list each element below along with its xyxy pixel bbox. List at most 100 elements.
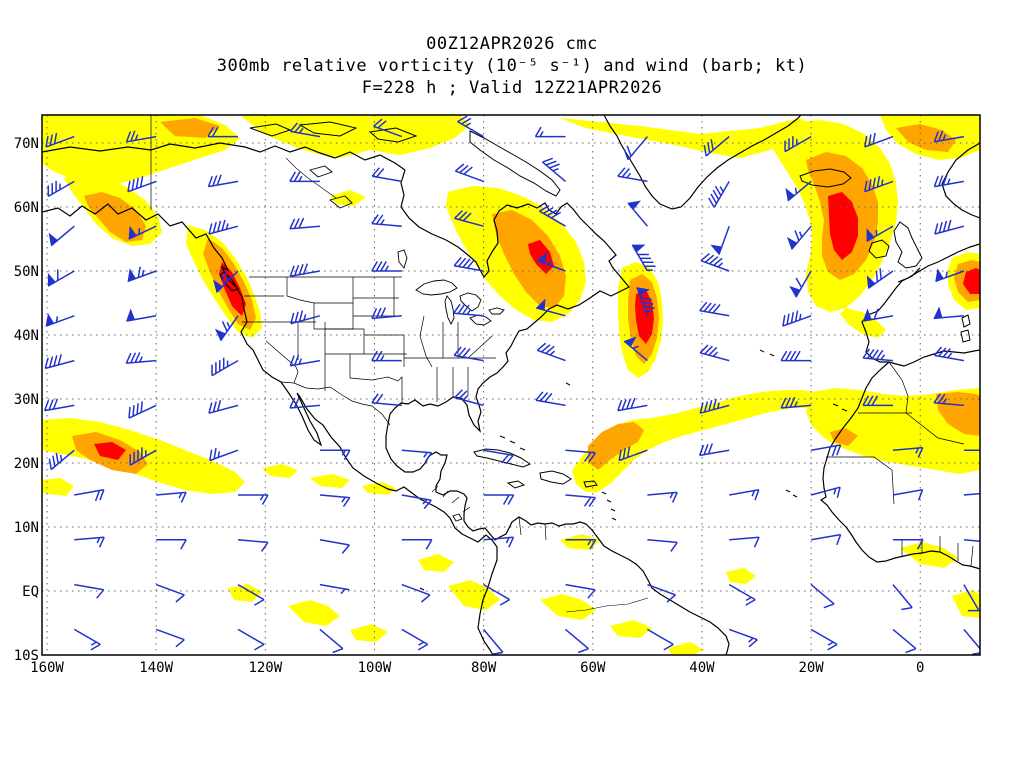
wind-barb (125, 308, 157, 322)
grid-lines (42, 115, 980, 655)
wind-barb (290, 310, 321, 325)
wind-barb (125, 130, 157, 143)
wind-barb (238, 494, 269, 505)
wind-barb (483, 628, 504, 655)
wind-barb (565, 494, 597, 508)
lat-axis-label: 10S (14, 648, 39, 664)
wind-barb (866, 225, 894, 242)
wind-barb (237, 539, 269, 552)
lon-axis-label: 140W (139, 660, 173, 676)
wind-barb (729, 536, 760, 548)
wind-barb (289, 217, 320, 230)
wind-barb (74, 583, 105, 599)
wind-barb (73, 628, 101, 651)
wind-barb (933, 306, 964, 320)
wind-barb (44, 354, 75, 370)
wind-barb (934, 219, 965, 235)
wind-barb (892, 584, 913, 611)
wind-barb (128, 225, 157, 240)
wind-barb (710, 225, 730, 256)
wind-barb (319, 583, 350, 595)
wind-barb (565, 583, 596, 599)
wind-barb (782, 310, 812, 327)
wind-barb (810, 628, 838, 651)
wind-barb (780, 396, 812, 409)
wind-barb (319, 494, 351, 508)
wind-barb (155, 628, 185, 648)
wind-barb (211, 357, 239, 377)
wind-barb (373, 118, 403, 138)
wind-barb (371, 214, 402, 227)
lon-axis-label: 120W (248, 660, 282, 676)
lat-axis-label: 60N (14, 200, 39, 216)
wind-barb (618, 446, 648, 462)
wind-barb (207, 126, 238, 138)
lat-axis-label: 30N (14, 392, 39, 408)
wind-barb (700, 253, 730, 272)
wind-barb (208, 400, 239, 414)
lon-axis-label: 160W (30, 660, 64, 676)
wind-barb (647, 583, 676, 603)
wind-barb (208, 219, 239, 235)
wind-barbs (43, 115, 980, 655)
lon-axis-label: 40W (689, 660, 715, 676)
wind-barb (371, 307, 402, 320)
lon-axis-label: 100W (358, 660, 392, 676)
wind-barb (729, 489, 760, 501)
wind-barb (289, 397, 320, 409)
wind-barb (74, 536, 105, 548)
wind-barb (483, 583, 510, 606)
wind-barb (963, 449, 980, 451)
lon-axis-label: 60W (580, 660, 606, 676)
wind-barb (728, 628, 758, 648)
chart-title-block: 00Z12APR2026 cmc 300mb relative vorticit… (0, 33, 1024, 99)
wind-barb (401, 449, 433, 463)
wind-barb (207, 174, 239, 188)
chart-title-line3: F=228 h ; Valid 12Z21APR2026 (361, 78, 663, 98)
wind-barb (542, 157, 566, 182)
wind-barb (862, 348, 894, 362)
wind-barb (289, 354, 321, 367)
wind-barb (810, 486, 841, 498)
wind-barb (535, 298, 566, 317)
wind-barb (785, 180, 812, 202)
wind-barb (699, 301, 730, 317)
wind-barb (48, 449, 75, 471)
wind-barb (933, 393, 964, 407)
wind-barb (43, 398, 75, 412)
wind-barb (789, 270, 812, 298)
wind-barb (963, 492, 980, 496)
wind-barb (289, 263, 321, 277)
wind-barb (933, 174, 965, 188)
wind-barb (810, 584, 835, 609)
wind-barb (935, 268, 965, 283)
wind-barb (565, 539, 597, 550)
wind-barb (125, 352, 157, 364)
wind-barb (457, 115, 484, 138)
wind-barb (483, 449, 514, 465)
wind-barb (703, 136, 730, 157)
wind-barb (810, 533, 842, 546)
wind-barb (74, 489, 105, 502)
wind-barb (647, 491, 678, 503)
wind-barb (45, 313, 75, 327)
wind-barb (892, 628, 917, 654)
wind-barb (401, 494, 432, 510)
wind-barb (862, 395, 893, 407)
wind-barb (454, 389, 484, 407)
wind-barb (45, 132, 75, 148)
wind-barb (963, 584, 980, 612)
wind-barb (647, 539, 678, 552)
chart-title-line1: 00Z12APR2026 cmc (426, 34, 598, 54)
wind-barb (623, 336, 648, 362)
wind-barb (401, 539, 433, 550)
wind-barb (864, 176, 894, 193)
wind-barb (535, 391, 566, 407)
wind-barb (539, 205, 566, 227)
wind-barb (892, 446, 924, 458)
wind-barb (892, 489, 924, 501)
wind-barb (453, 256, 484, 272)
wind-barb (636, 287, 655, 317)
lat-axis-label: 40N (14, 328, 39, 344)
